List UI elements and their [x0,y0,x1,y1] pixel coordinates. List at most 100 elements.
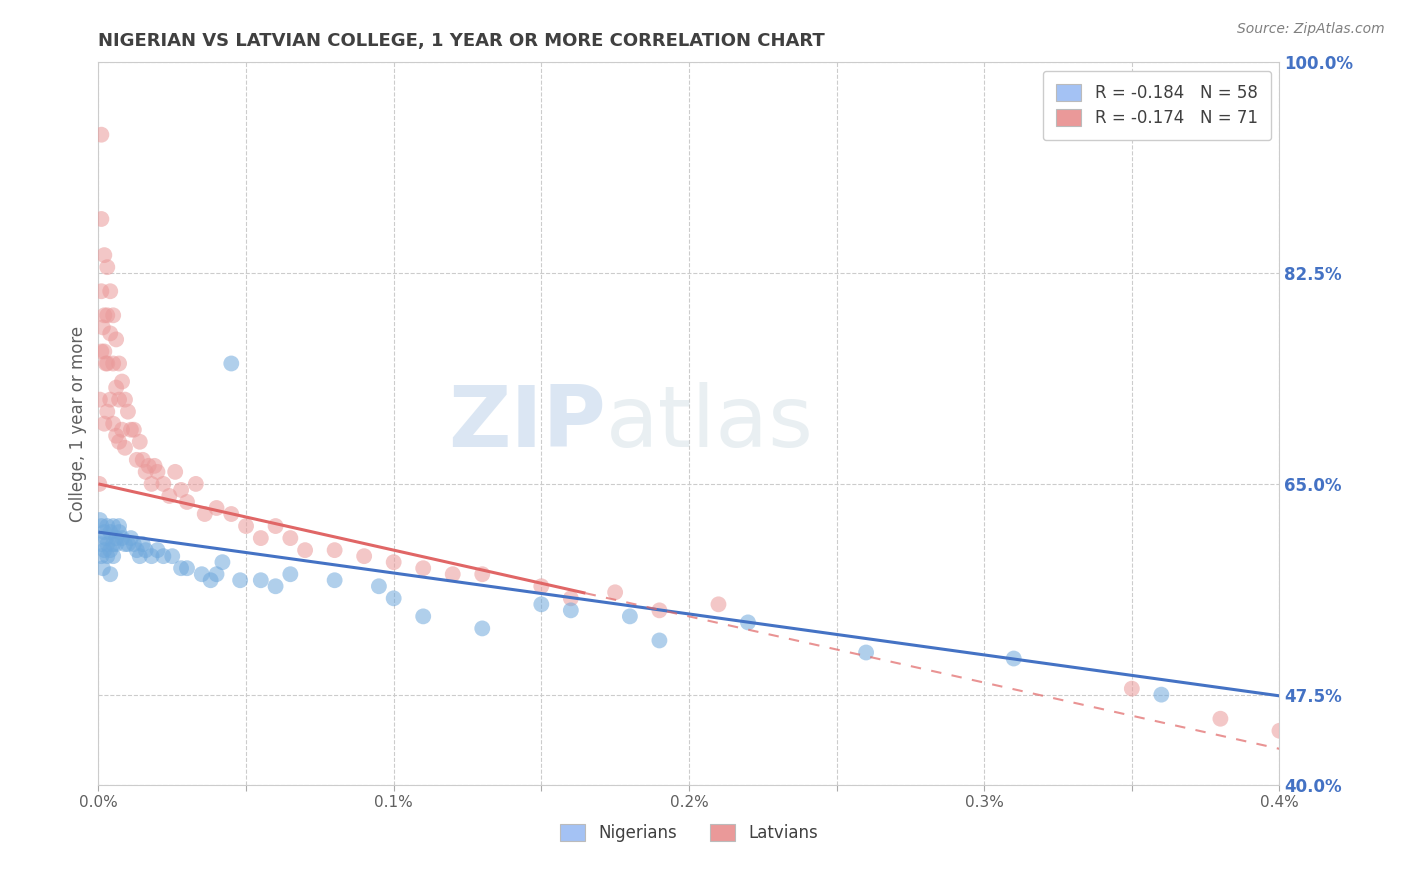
Point [96,404,118,418]
Point [98,524,121,539]
Point [90,128,112,142]
Text: ZIP: ZIP [449,382,606,466]
Point [96,519,118,533]
Point [90,549,112,564]
Point [280,567,302,582]
Point [132,537,155,551]
Point [648,603,671,617]
Point [96,308,118,322]
Point [98,284,121,298]
Point [530,579,553,593]
Point [91,320,114,334]
Point [98,567,121,582]
Point [94,356,117,370]
Point [221,507,243,521]
Point [105,428,128,442]
Point [128,549,150,564]
Point [368,579,391,593]
Point [120,531,142,545]
Point [96,356,118,370]
Point [146,465,169,479]
Point [105,537,128,551]
Point [205,500,228,515]
Point [353,549,375,564]
Point [441,567,464,582]
Point [114,392,136,407]
Point [93,248,115,262]
Point [89,392,111,407]
Point [111,423,134,437]
Point [619,609,641,624]
Point [221,356,243,370]
Point [1121,681,1143,696]
Point [108,434,131,449]
Text: NIGERIAN VS LATVIAN COLLEGE, 1 YEAR OR MORE CORRELATION CHART: NIGERIAN VS LATVIAN COLLEGE, 1 YEAR OR M… [98,32,825,50]
Point [111,375,134,389]
Point [135,543,157,558]
Point [98,392,121,407]
Point [382,591,405,606]
Point [128,434,150,449]
Point [98,543,121,558]
Point [114,537,136,551]
Point [93,344,115,359]
Point [560,591,582,606]
Point [250,573,273,587]
Point [117,537,139,551]
Point [165,465,187,479]
Point [170,483,193,497]
Point [323,543,346,558]
Point [89,513,111,527]
Point [122,537,145,551]
Point [176,561,198,575]
Point [103,549,125,564]
Point [471,567,494,582]
Point [108,392,131,407]
Point [648,633,671,648]
Point [90,284,112,298]
Point [530,598,553,612]
Point [93,524,115,539]
Point [103,356,125,370]
Point [98,326,121,341]
Point [605,585,627,599]
Point [103,537,125,551]
Point [105,332,128,346]
Point [280,531,302,545]
Point [412,609,434,624]
Text: atlas: atlas [606,382,814,466]
Point [1002,651,1025,665]
Point [264,579,287,593]
Point [90,519,112,533]
Point [170,561,193,575]
Point [250,531,273,545]
Point [294,543,316,558]
Point [132,452,155,467]
Point [90,211,112,226]
Point [1268,723,1291,738]
Point [108,356,131,370]
Point [114,441,136,455]
Point [162,549,183,564]
Point [90,537,112,551]
Point [200,573,222,587]
Point [471,621,494,635]
Point [194,507,217,521]
Point [91,561,114,575]
Point [93,417,115,431]
Point [152,549,174,564]
Point [184,476,207,491]
Point [141,549,163,564]
Point [105,380,128,394]
Point [103,417,125,431]
Point [264,519,287,533]
Point [96,260,118,274]
Point [108,519,131,533]
Point [89,476,111,491]
Text: Source: ZipAtlas.com: Source: ZipAtlas.com [1237,22,1385,37]
Point [235,519,257,533]
Point [93,308,115,322]
Point [125,543,148,558]
Point [96,537,118,551]
Y-axis label: College, 1 year or more: College, 1 year or more [69,326,87,522]
